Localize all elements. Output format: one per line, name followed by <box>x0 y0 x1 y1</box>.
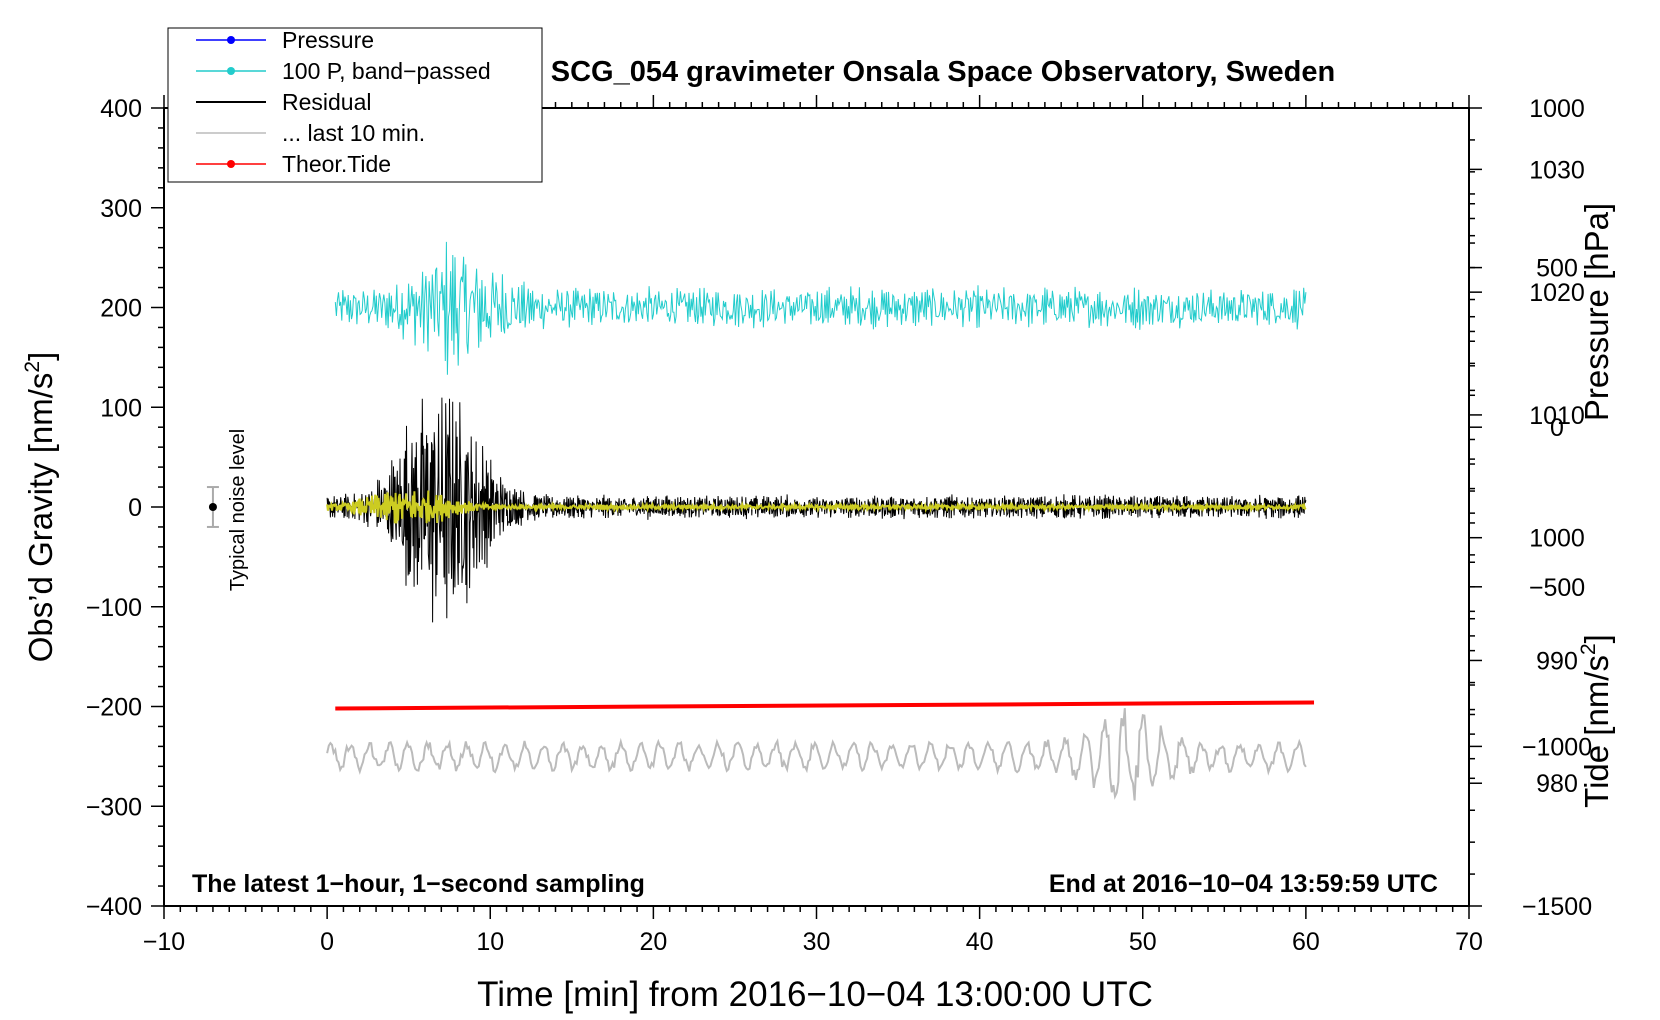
y-axis-label-tide-sup: 2 <box>1577 643 1600 655</box>
pressure-tick-label: 1030 <box>1529 156 1585 184</box>
tide-tick-label: 1000 <box>1529 95 1585 123</box>
legend: Pressure 100 P, band−passed Residual ... la… <box>167 27 543 183</box>
pressure-bandpassed-line <box>334 241 1307 375</box>
y-tick-label: 400 <box>100 95 142 123</box>
theoretical-tide-line <box>335 700 1315 711</box>
y-tick-label: 200 <box>100 295 142 323</box>
legend-label: Pressure <box>282 27 374 53</box>
legend-swatch-dot <box>227 160 235 168</box>
series-layer <box>206 241 1315 801</box>
x-tick-label: 50 <box>1129 928 1157 956</box>
x-tick-label: 60 <box>1292 928 1320 956</box>
y-axis-label-left-close: ] <box>22 352 59 361</box>
yellow-overlay-line <box>326 490 1307 524</box>
legend-box <box>167 27 543 183</box>
x-tick-label: −10 <box>143 928 185 956</box>
pressure-tick-label: 1020 <box>1529 279 1585 307</box>
x-tick-label: 20 <box>639 928 667 956</box>
pressure-tick-label: 1010 <box>1529 402 1585 430</box>
y-axis-label-left: Obs’d Gravity [nm/s2] <box>21 352 59 663</box>
pressure-tick-label: 1000 <box>1529 525 1585 553</box>
tide-tick-label: −1500 <box>1522 893 1592 921</box>
legend-label: ... last 10 min. <box>282 120 425 146</box>
tide-tick-label: −500 <box>1529 574 1585 602</box>
noise-bar-dot <box>208 503 217 511</box>
pressure-tick-label: 980 <box>1536 770 1578 798</box>
x-tick-label: 10 <box>476 928 504 956</box>
x-tick-label: 40 <box>966 928 994 956</box>
x-axis-label: Time [min] from 2016−10−04 13:00:00 UTC <box>477 975 1153 1014</box>
y-axis-label-tide-text: Tide [nm/s <box>1578 655 1615 808</box>
legend-swatch-dot <box>227 36 235 44</box>
y-tick-label: −300 <box>86 793 142 821</box>
legend-label: Theor.Tide <box>282 151 391 177</box>
legend-swatch-dot <box>227 67 235 75</box>
x-tick-label: 30 <box>803 928 831 956</box>
noise-level-label: Typical noise level <box>227 429 249 591</box>
plot-frame <box>163 107 1470 907</box>
tide-tick-label: −1000 <box>1522 733 1592 761</box>
chart-title: SCG_054 gravimeter Onsala Space Observat… <box>551 56 1335 88</box>
y-tick-label: −100 <box>86 594 142 622</box>
legend-label: Residual <box>282 89 372 115</box>
y-tick-label: −200 <box>86 694 142 722</box>
y-axis-label-left-sup: 2 <box>21 361 44 373</box>
y-tick-label: 0 <box>128 494 142 522</box>
y-tick-label: 300 <box>100 195 142 223</box>
annotation-right: End at 2016−10−04 13:59:59 UTC <box>1049 870 1438 898</box>
y-tick-label: −400 <box>86 893 142 921</box>
y-axis-label-tide-close: ] <box>1578 634 1615 643</box>
tide-tick-label: 500 <box>1536 255 1578 283</box>
pressure-tick-label: 990 <box>1536 647 1578 675</box>
y-axis-label-tide: Tide [nm/s2] <box>1577 634 1615 808</box>
y-tick-label: 100 <box>100 394 142 422</box>
tide-tick-label: 0 <box>1550 414 1564 442</box>
last-10-min-line <box>326 708 1307 801</box>
annotation-left: The latest 1−hour, 1−second sampling <box>192 870 645 898</box>
y-axis-label-left-text: Obs’d Gravity [nm/s <box>22 373 59 663</box>
x-tick-label: 0 <box>320 928 334 956</box>
y-axis-label-pressure: Pressure [hPa] <box>1578 203 1615 421</box>
x-tick-label: 70 <box>1455 928 1483 956</box>
tick-layer: −10 0 10 20 30 40 50 60 704003002001000−100−200−… <box>86 95 1592 956</box>
legend-label: 100 P, band−passed <box>282 58 491 84</box>
